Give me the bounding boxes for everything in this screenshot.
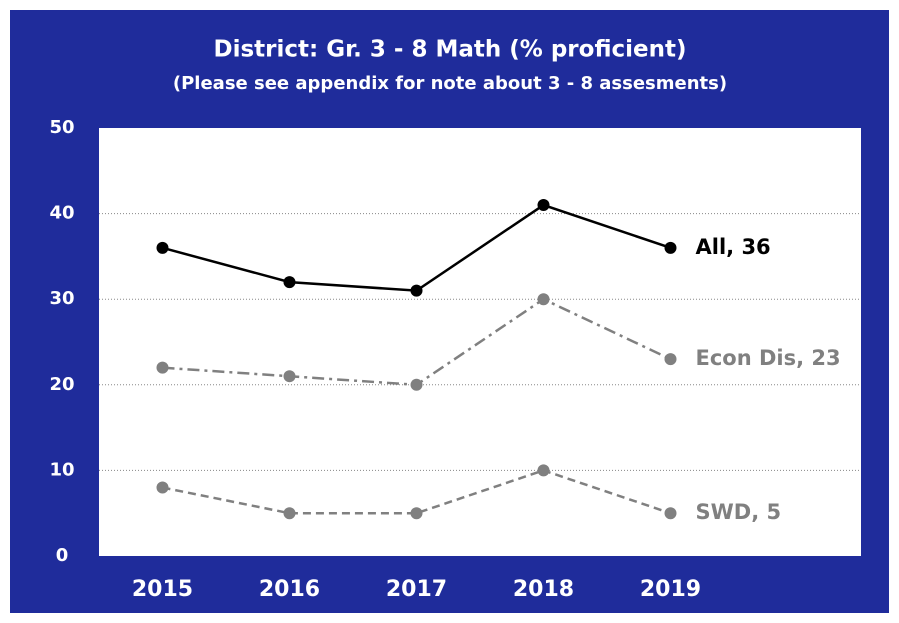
point (156, 241, 169, 254)
chart-title: District: Gr. 3 - 8 Math (% proficient) (214, 37, 687, 63)
x-tick-label: 2018 (513, 577, 574, 602)
y-tick-label: 30 (49, 288, 74, 309)
data-label: Econ Dis, 23 (696, 346, 841, 370)
series-line (162, 469, 671, 515)
x-tick-label: 2017 (386, 577, 447, 602)
x-tick-label: 2019 (640, 577, 701, 602)
point (156, 481, 169, 494)
data-label: All, 36 (696, 235, 771, 259)
point (537, 464, 550, 477)
x-tick-label: 2015 (132, 577, 193, 602)
point (156, 361, 169, 374)
point (283, 507, 296, 520)
y-tick-label: 20 (49, 374, 74, 395)
y-tick-label: 50 (49, 117, 74, 138)
y-tick-label: 10 (49, 459, 74, 480)
data-label: SWD, 5 (696, 500, 782, 524)
x-tick-label: 2016 (259, 577, 320, 602)
point (537, 293, 550, 306)
point (410, 284, 423, 297)
point (283, 370, 296, 383)
point (537, 199, 550, 212)
point (410, 378, 423, 391)
point (664, 353, 677, 366)
point (410, 507, 423, 520)
point (664, 241, 677, 254)
y-tick-label: 0 (56, 545, 69, 566)
point (664, 507, 677, 520)
y-tick-label: 40 (49, 203, 74, 224)
point (283, 276, 296, 289)
chart-subtitle: (Please see appendix for note about 3 - … (173, 73, 727, 94)
